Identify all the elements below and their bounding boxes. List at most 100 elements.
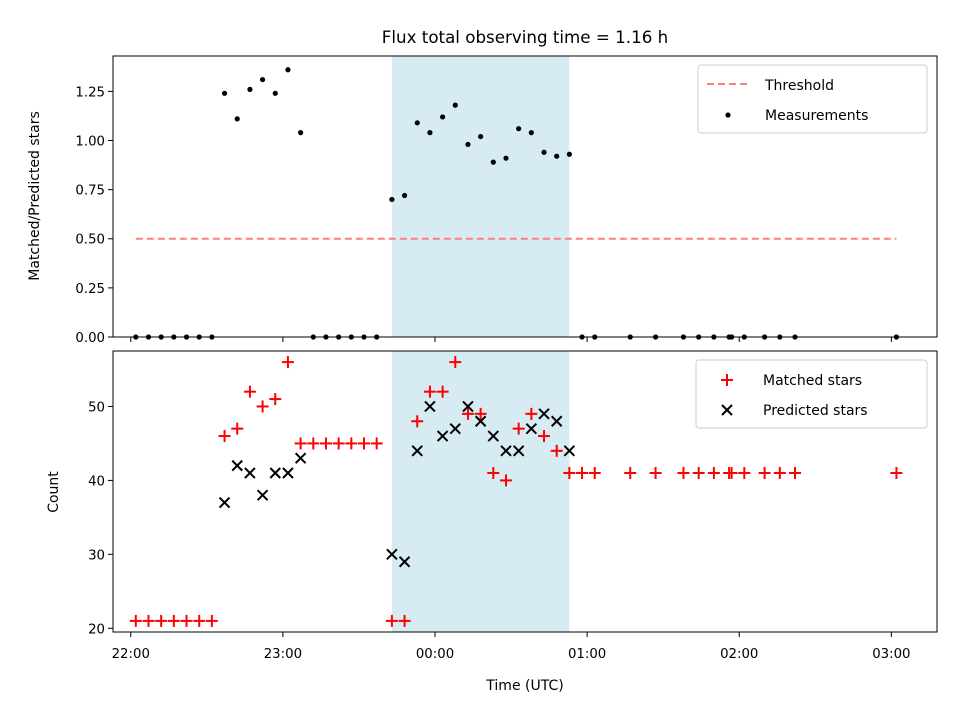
predicted-star-point [294, 452, 307, 464]
top-plot-frame [112, 55, 938, 338]
measurement-point [528, 130, 534, 136]
bottom-y-ticks: 20 30 40 50 [88, 400, 113, 637]
bottom-y-tick-label: 40 [88, 474, 105, 489]
measurement-point [247, 86, 253, 93]
predicted-star-point [487, 430, 500, 442]
matched-star-point [411, 415, 424, 428]
legend-measurements-swatch [725, 112, 731, 118]
legend-threshold-label: Threshold [764, 78, 834, 94]
top-y-tick-label: 0.00 [75, 331, 105, 346]
top-y-tick-label: 0.75 [75, 184, 105, 199]
measurement-point [554, 153, 560, 159]
measurement-point [490, 159, 496, 165]
measurement-point [221, 90, 228, 96]
chart-title: Flux total observing time = 1.16 h [382, 27, 668, 47]
legend-predicted-swatch [721, 404, 733, 416]
top-legend: Threshold Measurements [697, 64, 928, 134]
matched-star-point [345, 437, 358, 450]
matched-star-point [563, 467, 576, 480]
matched-star-point [423, 385, 436, 398]
matched-star-point [576, 467, 589, 480]
top-y-ticks: 0.00 0.25 0.50 0.75 1.00 1.25 [75, 85, 113, 346]
predicted-star-stroke-b [487, 430, 500, 442]
predicted-star-stroke-b [550, 415, 563, 427]
predicted-star-point [398, 556, 411, 568]
matched-star-point [692, 467, 705, 480]
measurement-point [516, 126, 522, 132]
top-y-tick-label: 0.50 [75, 233, 105, 248]
measurement-point [298, 130, 304, 136]
predicted-star-stroke-b [500, 445, 512, 457]
top-marks [133, 67, 900, 340]
matched-star-point [499, 474, 512, 487]
matched-star-point [269, 393, 282, 406]
bottom-y-tick-label: 30 [88, 548, 105, 563]
matched-star-point [461, 407, 474, 420]
bottom-highlight-span [391, 351, 570, 632]
bottom-x-tick-label: 22:00 [112, 647, 150, 662]
matched-star-point [550, 444, 563, 457]
matched-star-point [142, 614, 155, 627]
bottom-plot-frame [112, 350, 938, 633]
bottom-legend: Matched stars Predicted stars [695, 359, 928, 429]
top-panel: 0.00 0.25 0.50 0.75 1.00 1.25 Matched/Predict… [27, 55, 938, 346]
matched-star-point [155, 614, 168, 627]
predicted-star-point [436, 430, 449, 442]
top-y-tick-label: 1.00 [75, 134, 105, 149]
bottom-legend-box [695, 359, 928, 429]
measurement-point [389, 196, 395, 203]
matched-star-point [449, 356, 462, 369]
matched-star-point [281, 356, 294, 369]
matched-star-point [129, 614, 142, 627]
bottom-y-tick-label: 20 [88, 622, 105, 637]
measurement-point [440, 114, 446, 120]
matched-star-point [167, 614, 180, 627]
predicted-star-stroke-b [538, 408, 550, 420]
bottom-marks [129, 356, 903, 627]
predicted-star-stroke-b [398, 556, 411, 568]
measurement-point [566, 151, 572, 157]
matched-star-point [525, 407, 538, 420]
top-y-tick-label: 1.25 [75, 85, 105, 100]
predicted-star-stroke-b [244, 467, 256, 479]
top-x-ticks [130, 337, 892, 342]
predicted-star-point [282, 467, 294, 479]
matched-star-point [294, 437, 307, 450]
predicted-star-point [231, 459, 243, 472]
top-y-axis-label: Matched/Predicted stars [27, 111, 43, 281]
matched-star-point [193, 614, 206, 627]
top-y-tick-label: 0.25 [75, 282, 105, 297]
matched-star-point [332, 437, 345, 450]
predicted-star-stroke-b [218, 496, 231, 509]
matched-star-point [725, 467, 738, 480]
matched-star-point [205, 614, 218, 627]
predicted-star-point [218, 496, 231, 509]
matched-star-point [307, 437, 320, 450]
bottom-x-ticks: 22:00 23:00 00:00 01:00 02:00 03:00 [112, 632, 911, 662]
predicted-star-stroke-b [424, 400, 436, 413]
top-highlight-span [391, 56, 570, 337]
predicted-star-point [512, 445, 525, 457]
measurement-point [465, 141, 471, 148]
predicted-star-point [563, 445, 576, 457]
matched-star-point [256, 400, 269, 413]
measurement-point [503, 155, 509, 161]
measurement-point [452, 102, 458, 108]
predicted-star-stroke-b [269, 467, 281, 479]
predicted-star-point [538, 408, 550, 420]
bottom-y-axis-label: Count [46, 471, 62, 513]
predicted-star-stroke-b [474, 415, 487, 427]
measurement-point [272, 90, 278, 96]
top-legend-box [697, 64, 928, 134]
matched-star-point [758, 467, 771, 480]
measurement-point [259, 76, 266, 83]
predicted-star-point [256, 489, 269, 501]
measurement-point [427, 130, 433, 136]
matched-star-point [677, 467, 690, 480]
measurement-point [541, 149, 547, 155]
matched-star-point [707, 467, 720, 480]
predicted-star-stroke-b [525, 422, 538, 435]
matched-star-point [231, 422, 244, 435]
matched-star-point [243, 385, 256, 398]
matched-star-point [890, 467, 903, 480]
